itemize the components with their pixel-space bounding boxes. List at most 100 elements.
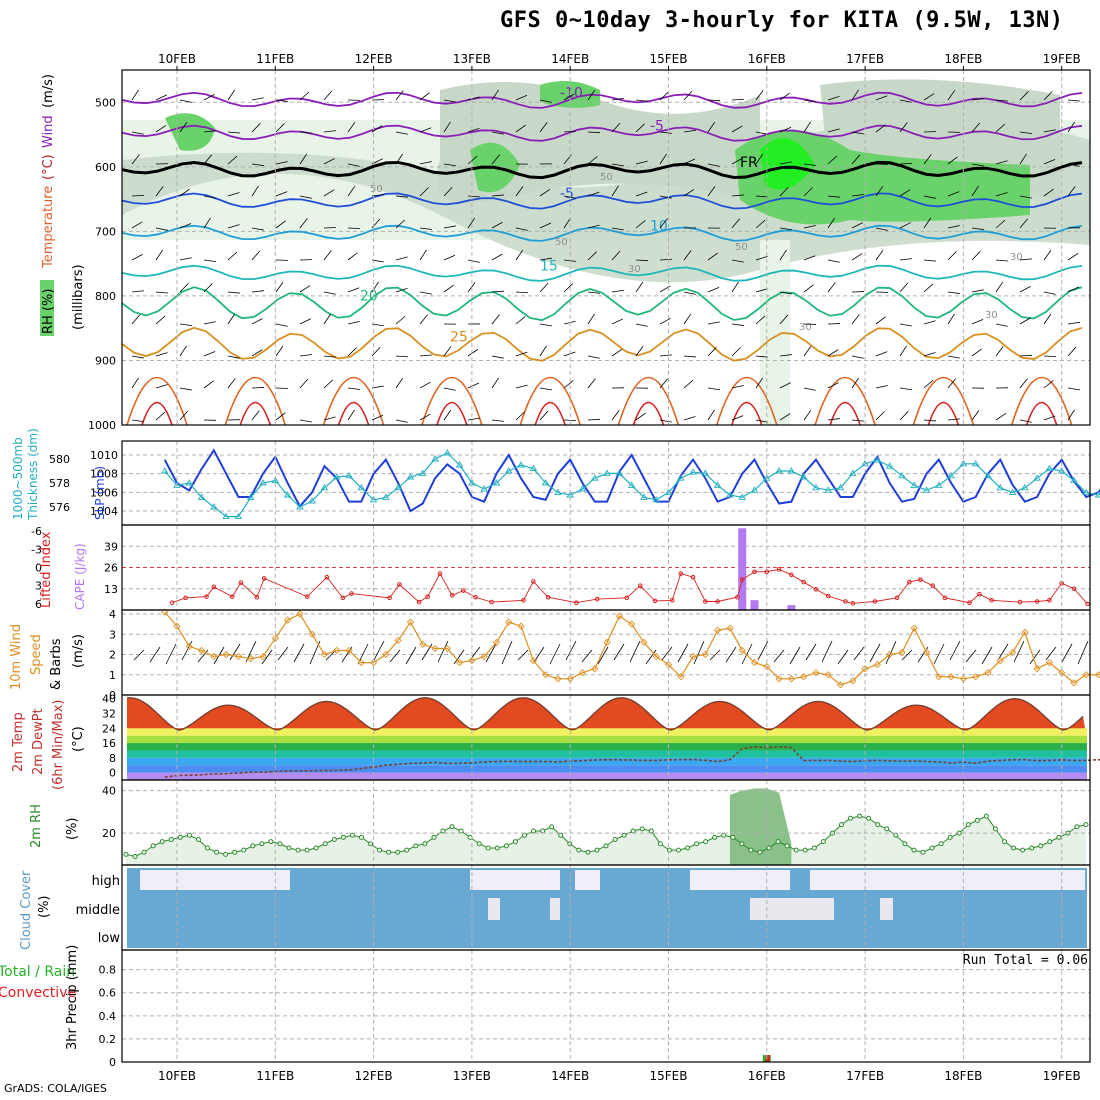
rh2m-point [757, 849, 763, 855]
isotherm-loop [1010, 376, 1073, 426]
wind-barb [347, 252, 358, 261]
wind-barb [203, 195, 216, 199]
wind-barb [131, 419, 144, 423]
wind-speed-point [701, 650, 709, 659]
wind-barb [467, 195, 480, 198]
wind-barb [683, 158, 696, 165]
wind-barb [501, 640, 513, 665]
y-tick-label: 500 [95, 96, 116, 109]
wind-barb [875, 124, 886, 133]
isotherm-label: -10 [560, 85, 583, 101]
wind-barb [995, 346, 1004, 357]
wind-barb [491, 194, 504, 197]
wind-speed-point [185, 642, 193, 651]
wind-barb [587, 291, 600, 294]
wind-barb [419, 161, 432, 165]
thickness-point [849, 469, 857, 476]
wind-barb [971, 289, 984, 293]
cape-tick-label: 26 [104, 562, 118, 575]
isotherm-label: 15 [540, 258, 558, 274]
wind-barb [779, 382, 791, 389]
rh2m-point [431, 834, 437, 840]
wind-speed-point [505, 618, 513, 626]
wind-barb [803, 99, 816, 103]
rh2m-point [820, 839, 826, 845]
wind-barb [779, 354, 792, 357]
wind-speed-point [689, 652, 697, 661]
isotherm-loop [927, 401, 960, 426]
temp2m-unit-label: (°C) [71, 726, 86, 752]
wind-barb [539, 99, 552, 103]
wind-barb [923, 154, 932, 165]
wind-barb [251, 185, 259, 197]
rh2m-unit-label: (%) [65, 818, 80, 841]
lifted-tick-label: 3 [35, 580, 42, 593]
wind-barb [1067, 286, 1080, 293]
wind-barb [131, 221, 143, 229]
temp-band [127, 772, 1087, 780]
thickness-point [1021, 483, 1029, 491]
wind-barb [995, 219, 1006, 229]
wind-barb [803, 225, 816, 229]
wind-barb [851, 355, 864, 359]
wind-barb [875, 316, 886, 325]
wind-barb [755, 195, 768, 198]
wind-speed-point [345, 646, 353, 655]
wind-barb [755, 90, 764, 101]
wind-barb [467, 382, 480, 389]
rh2m-point [503, 843, 509, 849]
wind-barb [515, 351, 528, 357]
isotherm-loop [337, 401, 370, 426]
wind-barb [851, 222, 863, 229]
lifted-point [238, 580, 244, 585]
lifted-point [942, 595, 948, 601]
wind-speed-point [480, 652, 488, 661]
x-tick-label-top: 11FEB [256, 52, 294, 66]
wind-barb [155, 315, 166, 325]
wind-barb [131, 290, 144, 293]
wind-barb [899, 323, 912, 327]
isotherm-label: 20 [360, 289, 378, 305]
wind-barb [923, 259, 936, 262]
wind-barb [419, 249, 427, 261]
wind-barb [443, 225, 456, 229]
wind-barb [659, 258, 673, 261]
lifted-point [789, 572, 794, 578]
wind-barb [1043, 291, 1056, 295]
panel-frame [121, 69, 1091, 426]
isotherm-loop [534, 401, 566, 426]
wind-barb [693, 640, 705, 665]
wind-barb [251, 163, 264, 167]
isotherm-label: -5 [560, 186, 574, 202]
wind-barb [373, 640, 385, 661]
thickness-point [689, 468, 697, 475]
x-tick-label-bottom: 10FEB [158, 1069, 196, 1083]
isotherm-loop [814, 376, 876, 426]
wind-barb [515, 186, 524, 197]
wind-barb [293, 643, 305, 663]
rh2m-point [358, 834, 364, 840]
thickness-point [627, 481, 636, 488]
wind-barb [1043, 188, 1054, 197]
x-tick-label-bottom: 15FEB [650, 1069, 688, 1083]
cloud-gap-high [470, 870, 560, 890]
x-tick-label-top: 12FEB [355, 52, 393, 66]
wind-barb [851, 377, 859, 389]
rh2m-point [974, 817, 980, 823]
cape-bar [750, 600, 759, 610]
wind-speed-point [529, 656, 537, 665]
wind-barb [659, 153, 667, 165]
y-tick-label: 700 [95, 225, 116, 238]
wind-barb [803, 387, 816, 391]
rh2m-point [866, 815, 872, 821]
wind-barb [659, 317, 671, 325]
slp-tick-label: 1004 [90, 505, 118, 518]
wind-barb [635, 323, 648, 327]
wind-tick-label: 3 [109, 628, 116, 641]
rh2m-point [838, 822, 844, 828]
wind-barb [731, 218, 740, 229]
rh2m-point [603, 843, 609, 849]
wind-barb [491, 314, 500, 325]
thickness-point [455, 461, 464, 468]
wind-barb [683, 313, 692, 325]
